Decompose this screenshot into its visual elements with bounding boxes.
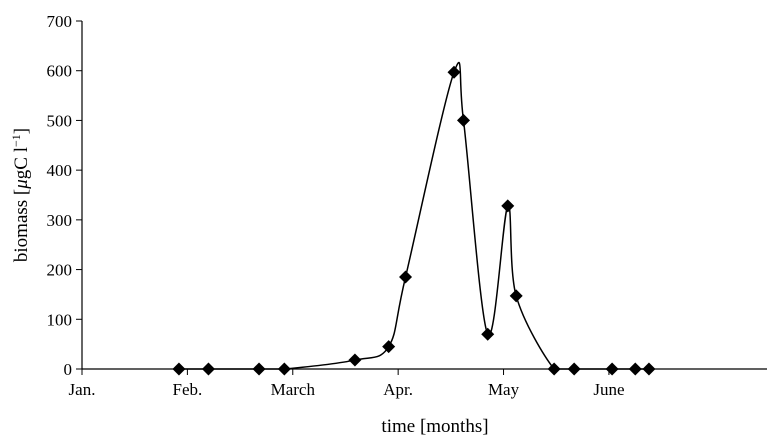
x-tick-label: March [271,380,316,399]
data-point-marker [481,327,495,341]
data-point-marker [201,362,215,376]
data-point-marker [567,362,581,376]
y-axis-title: biomass [μgC l−1] [9,128,32,262]
y-tick-label: 0 [64,360,73,379]
data-point-marker [605,362,619,376]
data-point-marker [399,270,413,284]
y-axis-title-suffix: ] [11,128,32,134]
x-tick-label: Feb. [173,380,203,399]
data-point-marker [252,362,266,376]
y-tick-label: 400 [47,161,73,180]
data-point-marker [501,199,515,213]
data-point-marker [456,113,470,127]
x-axis-title: time [months] [381,416,488,437]
data-point-marker [447,65,461,79]
y-axis-title-unit: gC l [11,147,32,179]
x-tick-label: Apr. [383,380,413,399]
ticks: 0 100 200 300 400 500 600 700 Jan. Feb. March Apr. M… [47,12,625,399]
x-tick-label: June [593,380,624,399]
y-tick-label: 300 [47,211,73,230]
y-tick-label: 600 [47,62,73,81]
data-point-marker [277,362,291,376]
y-tick-label: 700 [47,12,73,31]
x-tick-label: Jan. [69,380,96,399]
data-point-marker [628,362,642,376]
y-tick-label: 500 [47,111,73,130]
series-layer [178,61,649,370]
data-point-marker [509,289,523,303]
data-point-marker [172,362,186,376]
series-line [178,61,649,370]
data-point-marker [348,353,362,367]
data-point-marker [547,362,561,376]
y-tick-label: 100 [47,310,73,329]
markers-layer [172,65,656,376]
y-axis-title-prefix: biomass [ [11,189,32,262]
x-tick-label: May [488,380,520,399]
data-point-marker [382,340,396,354]
y-tick-label: 200 [47,261,73,280]
data-point-marker [642,362,656,376]
y-axis-title-mu: μ [11,179,32,190]
y-axis-title-sup: −1 [9,134,23,147]
